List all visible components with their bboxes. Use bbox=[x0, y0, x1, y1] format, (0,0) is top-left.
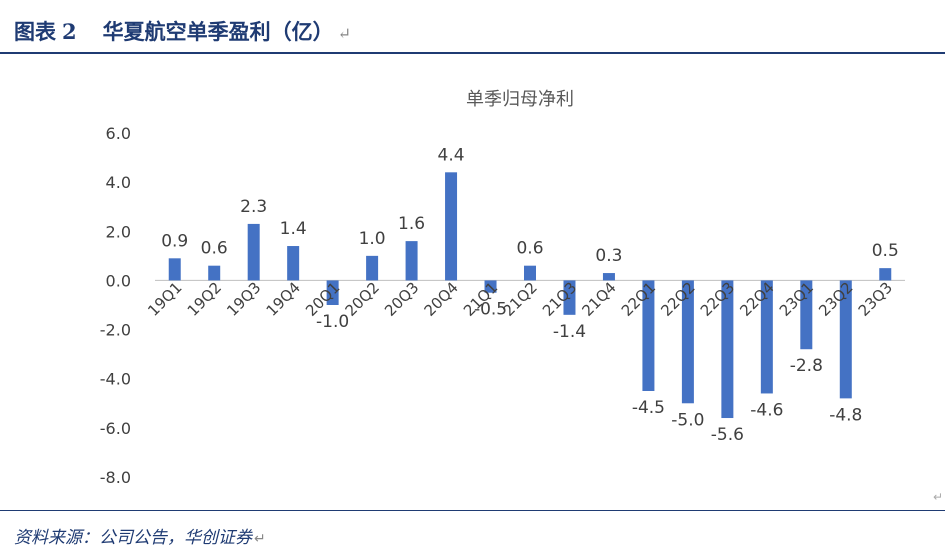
bar-22Q2 bbox=[681, 280, 694, 404]
bar-22Q1 bbox=[642, 280, 655, 391]
data-label-23Q3: 0.5 bbox=[872, 241, 899, 261]
x-tick-label-21Q4: 21Q4 bbox=[578, 279, 619, 320]
y-tick-label: -4.0 bbox=[100, 370, 131, 389]
y-tick-label: 0.0 bbox=[106, 271, 131, 290]
bar-21Q4 bbox=[602, 273, 615, 281]
x-tick-label-20Q3: 20Q3 bbox=[381, 279, 422, 320]
figure-label: 图表 bbox=[14, 19, 56, 44]
data-label-22Q3: -5.6 bbox=[711, 425, 744, 445]
y-tick-label: -8.0 bbox=[100, 468, 131, 487]
bar-19Q3 bbox=[247, 223, 260, 281]
bar-20Q1 bbox=[326, 280, 339, 305]
data-label-21Q1: -0.5 bbox=[474, 300, 507, 320]
data-label-19Q2: 0.6 bbox=[201, 239, 228, 259]
bar-20Q4 bbox=[445, 172, 458, 281]
y-tick-label: -2.0 bbox=[100, 321, 131, 340]
data-label-22Q2: -5.0 bbox=[671, 410, 704, 430]
data-label-20Q4: 4.4 bbox=[438, 145, 465, 165]
edge-return-mark-icon: ↵ bbox=[932, 490, 943, 504]
bar-19Q2 bbox=[208, 265, 221, 281]
bar-23Q1 bbox=[800, 280, 813, 350]
x-tick-label-19Q4: 19Q4 bbox=[263, 279, 304, 320]
y-tick-label: 6.0 bbox=[106, 124, 131, 143]
bar-22Q4 bbox=[760, 280, 773, 394]
data-label-23Q2: -4.8 bbox=[829, 405, 862, 425]
figure-title-text: 华夏航空单季盈利（亿） bbox=[102, 19, 334, 44]
data-label-23Q1: -2.8 bbox=[790, 356, 823, 376]
return-mark-icon: ↵ bbox=[337, 24, 352, 43]
data-label-19Q4: 1.4 bbox=[280, 219, 307, 239]
data-label-21Q2: 0.6 bbox=[516, 239, 543, 259]
bar-19Q1 bbox=[168, 258, 181, 281]
y-tick-label: -6.0 bbox=[100, 419, 131, 438]
bar-23Q2 bbox=[839, 280, 852, 399]
y-tick-label: 4.0 bbox=[106, 173, 131, 192]
bar-21Q1 bbox=[484, 280, 497, 293]
x-tick-label-19Q2: 19Q2 bbox=[184, 279, 225, 320]
y-tick-label: 2.0 bbox=[106, 222, 131, 241]
data-label-20Q2: 1.0 bbox=[359, 229, 386, 249]
source-note: 资料来源：公司公告，华创证券 ↵ bbox=[14, 523, 266, 548]
bar-19Q4 bbox=[287, 246, 300, 281]
bar-23Q3 bbox=[879, 268, 892, 281]
source-text: 资料来源：公司公告，华创证券 bbox=[14, 528, 252, 548]
source-return-mark-icon: ↵ bbox=[254, 531, 266, 547]
x-tick-label-19Q3: 19Q3 bbox=[223, 279, 264, 320]
data-label-19Q3: 2.3 bbox=[240, 197, 267, 217]
data-label-21Q4: 0.3 bbox=[595, 246, 622, 266]
data-label-22Q4: -4.6 bbox=[750, 400, 783, 420]
x-tick-label-20Q4: 20Q4 bbox=[421, 279, 462, 320]
figure-number: 2 bbox=[62, 19, 77, 44]
bar-22Q3 bbox=[721, 280, 734, 419]
data-label-22Q1: -4.5 bbox=[632, 398, 665, 418]
data-label-19Q1: 0.9 bbox=[161, 231, 188, 251]
data-label-21Q3: -1.4 bbox=[553, 322, 586, 342]
bar-21Q2 bbox=[524, 265, 536, 281]
x-tick-label-20Q2: 20Q2 bbox=[342, 279, 383, 320]
figure-title: 图表 2 华夏航空单季盈利（亿） ↵ bbox=[14, 16, 351, 48]
chart-title: 单季归母净利 bbox=[466, 89, 574, 110]
bar-20Q2 bbox=[366, 255, 379, 281]
x-tick-label-19Q1: 19Q1 bbox=[144, 279, 185, 320]
x-tick-label-23Q3: 23Q3 bbox=[855, 279, 896, 320]
data-label-20Q1: -1.0 bbox=[316, 312, 349, 332]
bar-chart: 单季归母净利 6.0 4.0 2.0 0.0 -2.0 -4.0 -6.0 -8.0 0.9 19Q… bbox=[100, 89, 905, 487]
footer-divider bbox=[0, 510, 945, 511]
bar-21Q3 bbox=[563, 280, 576, 315]
header-divider bbox=[0, 52, 945, 54]
bar-20Q3 bbox=[405, 241, 418, 281]
data-label-20Q3: 1.6 bbox=[398, 214, 425, 234]
